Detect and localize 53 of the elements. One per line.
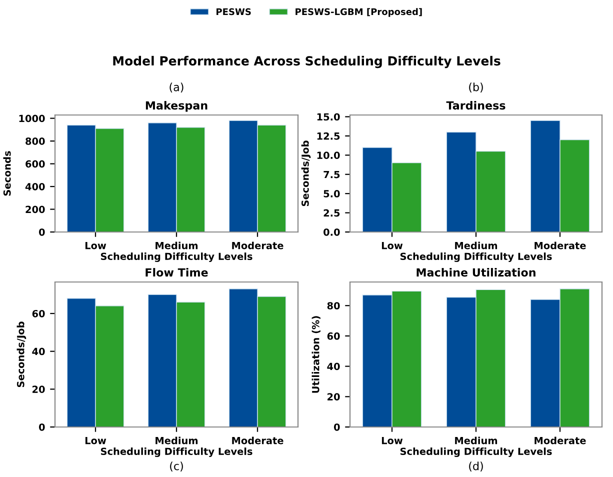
y-tick-label: 60 xyxy=(327,332,340,340)
y-tick-label: 2.5 xyxy=(324,209,340,217)
y-tick-label: 12.5 xyxy=(317,132,340,140)
x-tick-label: Low xyxy=(85,437,106,444)
legend-label: PESWS-LGBM [Proposed] xyxy=(296,8,422,17)
x-axis-title: Scheduling Difficulty Levels xyxy=(400,448,552,458)
y-tick-label: 40 xyxy=(327,362,340,370)
y-axis-title: Seconds/Job xyxy=(16,322,26,388)
text: (b) xyxy=(469,82,483,93)
y-tick-label: 15.0 xyxy=(317,113,340,121)
y-tick-label: 7.5 xyxy=(324,170,340,178)
x-tick-label: Low xyxy=(85,242,106,250)
y-tick-label: 200 xyxy=(26,206,45,214)
x-axis-title: Scheduling Difficulty Levels xyxy=(400,252,552,262)
y-tick-label: 20 xyxy=(328,393,340,400)
y-axis-title: Utilization (%) xyxy=(312,316,320,393)
y-tick-label: 1000 xyxy=(19,114,45,122)
x-tick-label: Moderate xyxy=(534,436,586,444)
x-tick-label: Moderate xyxy=(534,242,586,250)
y-tick-label: 10.0 xyxy=(317,152,340,159)
x-tick-label: Medium xyxy=(455,242,498,250)
y-tick-label: 0 xyxy=(38,228,45,236)
y-tick-label: 0.0 xyxy=(324,228,340,236)
x-tick-label: Low xyxy=(382,242,403,250)
x-tick-label: Medium xyxy=(156,436,198,444)
y-tick-label: 40 xyxy=(32,348,45,356)
chart-title: Flow Time xyxy=(146,268,208,277)
x-axis-title: Scheduling Difficulty Levels xyxy=(100,448,252,458)
x-tick-label: Low xyxy=(382,437,403,444)
text: (a) xyxy=(170,82,184,93)
legend-label: PESWS xyxy=(216,8,251,16)
x-tick-label: Moderate xyxy=(232,436,284,444)
y-tick-label: 5.0 xyxy=(324,190,340,198)
y-tick-label: 0 xyxy=(334,423,340,431)
chart-title: Machine Utilization xyxy=(416,268,536,277)
text: (c) xyxy=(170,462,183,472)
text: (d) xyxy=(469,462,483,472)
text: Model Performance Across Scheduling Difficulty Levels xyxy=(113,56,500,68)
y-tick-label: 0 xyxy=(38,423,45,431)
y-axis-title: Seconds xyxy=(3,151,11,196)
y-tick-label: 80 xyxy=(327,302,340,310)
x-tick-label: Medium xyxy=(156,242,198,250)
chart-title: Makespan xyxy=(146,101,208,112)
y-tick-label: 800 xyxy=(26,138,45,145)
chart-title: Tardiness xyxy=(446,101,506,110)
x-tick-label: Medium xyxy=(455,436,498,444)
y-axis-title: Seconds/Job xyxy=(301,140,311,206)
y-tick-label: 600 xyxy=(26,160,45,168)
x-tick-label: Moderate xyxy=(232,242,284,250)
y-tick-label: 400 xyxy=(25,182,45,190)
x-axis-title: Scheduling Difficulty Levels xyxy=(100,252,252,262)
y-tick-label: 20 xyxy=(32,386,45,393)
y-tick-label: 60 xyxy=(32,310,45,318)
